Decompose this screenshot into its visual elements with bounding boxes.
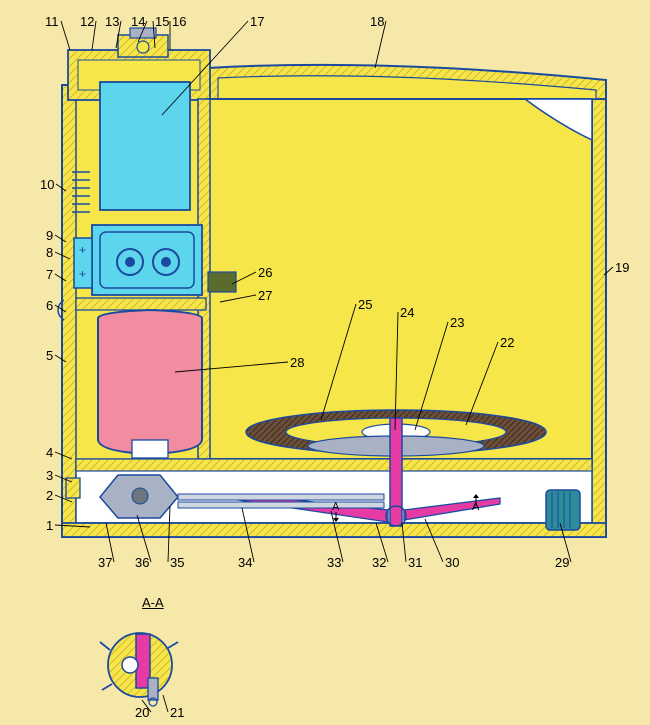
- callout-7: 7: [46, 267, 53, 282]
- callout-13: 13: [105, 14, 119, 29]
- callout-27: 27: [258, 288, 272, 303]
- callout-6: 6: [46, 298, 53, 313]
- callout-35: 35: [170, 555, 184, 570]
- callout-2: 2: [46, 488, 53, 503]
- shaft: [390, 418, 402, 526]
- callout-25: 25: [358, 297, 372, 312]
- callout-33: 33: [327, 555, 341, 570]
- callout-36: 36: [135, 555, 149, 570]
- callout-32: 32: [372, 555, 386, 570]
- callout-30: 30: [445, 555, 459, 570]
- callout-16: 16: [172, 14, 186, 29]
- callout-14: 14: [131, 14, 145, 29]
- callout-29: 29: [555, 555, 569, 570]
- callout-18: 18: [370, 14, 384, 29]
- callout-20: 20: [135, 705, 149, 720]
- callout-9: 9: [46, 228, 53, 243]
- callout-28: 28: [290, 355, 304, 370]
- callout-26: 26: [258, 265, 272, 280]
- callout-11: 11: [45, 14, 59, 29]
- callout-22: 22: [500, 335, 514, 350]
- callout-1: 1: [46, 518, 53, 533]
- callout-10: 10: [40, 177, 54, 192]
- svg-text:+: +: [79, 267, 86, 281]
- callout-24: 24: [400, 305, 414, 320]
- cyan-block: [100, 82, 190, 210]
- motor-body: [98, 310, 202, 454]
- callout-31: 31: [408, 555, 422, 570]
- callout-12: 12: [80, 14, 94, 29]
- callout-15: 15: [155, 14, 169, 29]
- callout-4: 4: [46, 445, 53, 460]
- callout-23: 23: [450, 315, 464, 330]
- svg-text:A: A: [332, 501, 340, 513]
- callout-8: 8: [46, 245, 53, 260]
- diagram-svg: + + A A: [0, 0, 650, 725]
- callout-34: 34: [238, 555, 252, 570]
- section-label: A-A: [142, 595, 164, 610]
- svg-text:+: +: [79, 243, 86, 257]
- callout-5: 5: [46, 348, 53, 363]
- callout-19: 19: [615, 260, 629, 275]
- callout-21: 21: [170, 705, 184, 720]
- section-aa: [100, 633, 178, 706]
- terminal-block: [208, 272, 236, 292]
- callout-37: 37: [98, 555, 112, 570]
- diagram-canvas: + + A A A-A 1112131415161718109876543211…: [0, 0, 650, 725]
- callout-3: 3: [46, 468, 53, 483]
- wheel: [546, 490, 580, 530]
- callout-17: 17: [250, 14, 264, 29]
- cyan-chamber: [92, 225, 202, 295]
